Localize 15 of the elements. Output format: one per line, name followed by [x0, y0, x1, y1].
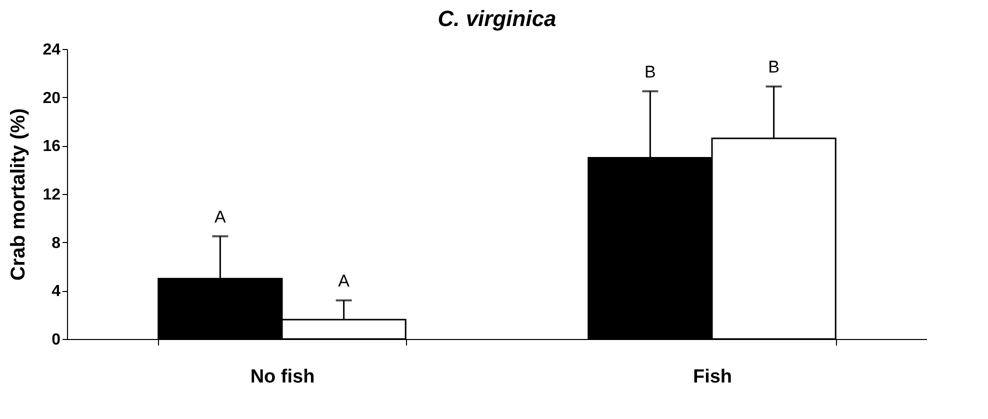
y-tick-label: 4 [52, 283, 61, 300]
annotation: A [214, 207, 227, 226]
annotation: A [338, 271, 350, 290]
annotation: B [644, 62, 656, 82]
y-tick-label: 24 [42, 42, 61, 58]
y-axis-title: Crab mortality (%) [8, 108, 30, 281]
chart-title: C. virginica [438, 6, 556, 31]
y-tick-label: 12 [42, 186, 61, 204]
x-tick-label: Fish [692, 366, 732, 388]
x-tick-label: No fish [250, 366, 315, 388]
y-tick-label: 20 [42, 90, 61, 107]
y-tick-label: 8 [52, 234, 61, 252]
annotation: B [768, 57, 780, 76]
y-tick-label: 0 [52, 332, 61, 348]
y-tick-label: 16 [42, 138, 61, 156]
